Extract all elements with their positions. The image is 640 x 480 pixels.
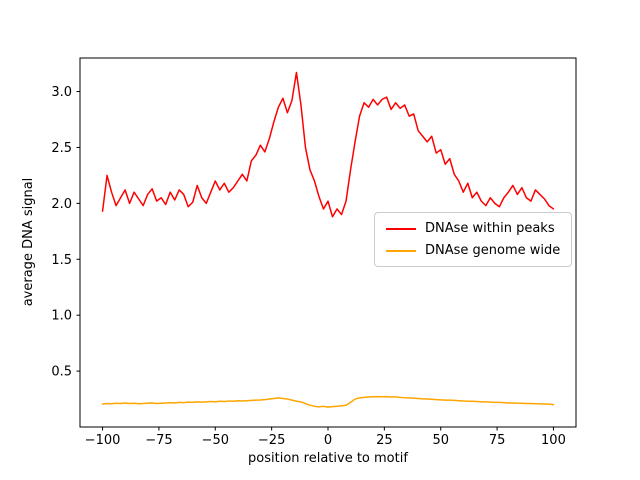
- x-tick-label: 0: [324, 433, 332, 448]
- series-line-1: [101, 395, 555, 408]
- x-tick-label: −75: [145, 433, 172, 448]
- x-tick-label: −100: [85, 433, 121, 448]
- x-tick-label: −25: [258, 433, 285, 448]
- y-tick-label: 2.5: [51, 141, 72, 156]
- plot-axes: −100 −75 −50 −25 0 25 50 75 100 0.5 1.0 1.5 2.0 2.5 3.…: [51, 57, 577, 448]
- x-tick-label: 50: [432, 433, 449, 448]
- legend-item-genome-wide: DNAse genome wide: [386, 243, 560, 258]
- x-tick-label: −50: [202, 433, 229, 448]
- series-line-0: [101, 71, 555, 218]
- legend: DNAse within peaks DNAse genome wide: [374, 212, 573, 267]
- x-axis-label: position relative to motif: [248, 451, 408, 466]
- x-tick-label: 25: [376, 433, 393, 448]
- legend-label: DNAse genome wide: [425, 243, 561, 258]
- plot-series: [101, 71, 555, 408]
- legend-item-within-peaks: DNAse within peaks: [386, 221, 560, 236]
- y-axis-label: average DNA signal: [21, 178, 36, 307]
- x-tick-label: 100: [541, 433, 566, 448]
- y-tick-label: 0.5: [51, 365, 72, 380]
- y-tick-label: 3.0: [51, 85, 72, 100]
- x-tick-label: 75: [489, 433, 506, 448]
- legend-line-sample-orange: [386, 249, 416, 252]
- y-tick-label: 1.0: [51, 309, 72, 324]
- legend-label: DNAse within peaks: [425, 221, 555, 236]
- y-tick-label: 1.5: [51, 253, 72, 268]
- y-tick-label: 2.0: [51, 197, 72, 212]
- legend-line-sample-red: [386, 227, 416, 230]
